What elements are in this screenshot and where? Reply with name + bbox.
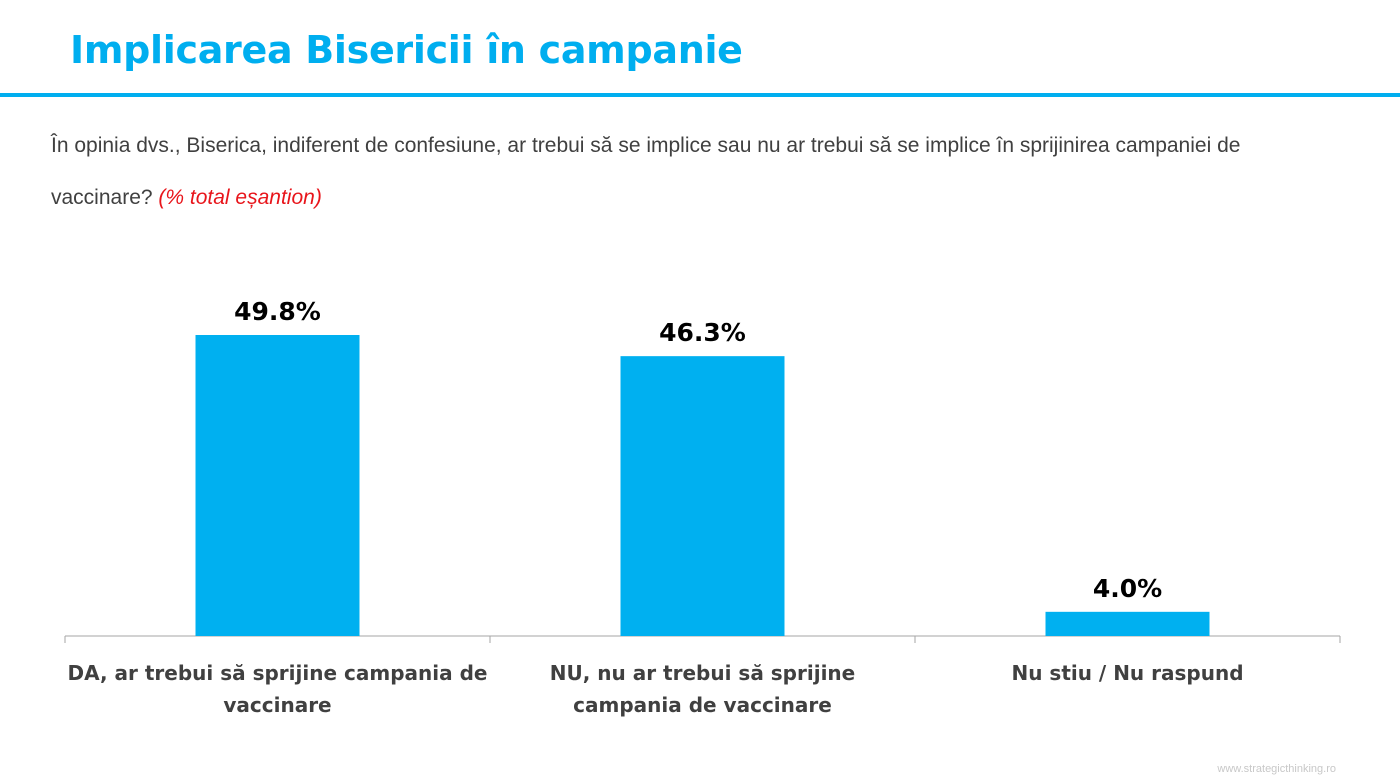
category-label: Nu stiu / Nu raspund <box>1011 661 1243 685</box>
category-label: campania de vaccinare <box>573 693 832 717</box>
category-label: DA, ar trebui să sprijine campania de <box>68 661 488 685</box>
question-text: În opinia dvs., Biserica, indiferent de … <box>51 134 1241 209</box>
data-label: 46.3% <box>659 318 746 347</box>
category-label: NU, nu ar trebui să sprijine <box>550 661 855 685</box>
page-title: Implicarea Bisericii în campanie <box>70 28 743 72</box>
survey-question: În opinia dvs., Biserica, indiferent de … <box>51 120 1301 224</box>
data-label: 4.0% <box>1093 574 1162 603</box>
bar <box>195 335 360 636</box>
footer-url: www.strategicthinking.ro <box>1217 763 1336 775</box>
category-label: vaccinare <box>223 693 331 717</box>
title-divider <box>0 93 1400 97</box>
bar <box>1045 611 1210 636</box>
bar <box>620 356 785 636</box>
data-label: 49.8% <box>234 297 321 326</box>
question-note: (% total eșantion) <box>158 186 322 209</box>
